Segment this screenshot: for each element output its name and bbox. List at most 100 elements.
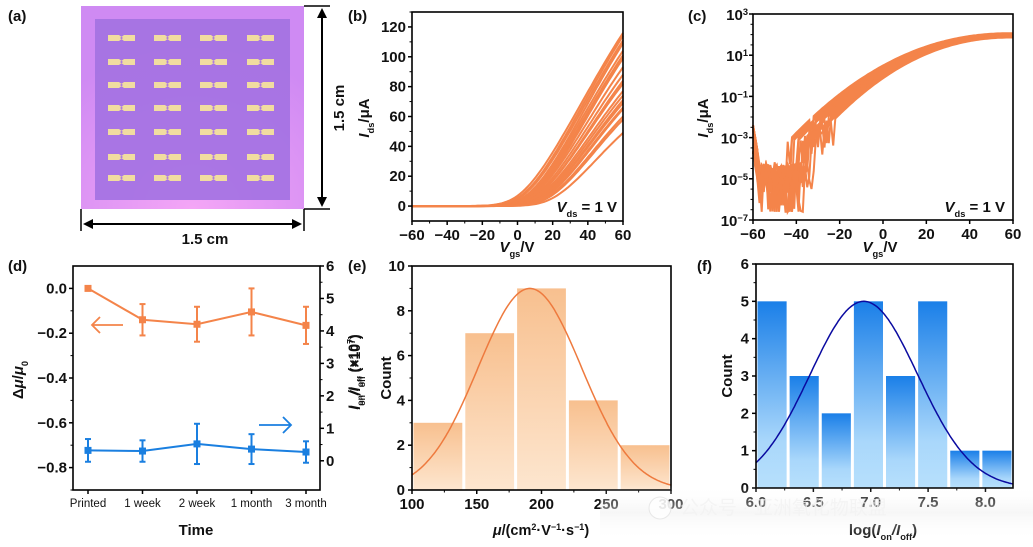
electrode-pair: [108, 129, 135, 135]
histogram-bar: [568, 400, 618, 490]
right-y-tick-label: 3: [326, 355, 334, 372]
electrode-pair: [154, 154, 181, 160]
histogram-bar: [821, 413, 851, 488]
electrode-pair: [200, 35, 227, 41]
data-point: [302, 448, 310, 456]
overlapping-right-axis-label-part: (×10: [347, 344, 363, 377]
y-tick-label-part: −5: [737, 172, 748, 182]
y-axis-label-part: /μA: [356, 98, 373, 122]
transfer-curve: [412, 32, 624, 208]
panel-c-transfer-log: −60 −40 −20 0 20 40 6010310110−110−310−510−7(c…: [688, 7, 1021, 259]
y-tick-label: 8: [397, 303, 405, 320]
overlapping-right-axis-label: Ion/Ioff (×107): [347, 334, 367, 409]
electrode-pair: [154, 105, 181, 111]
right-y-axis-label-part: I: [345, 405, 361, 410]
y-tick-label: 10−1: [721, 89, 748, 106]
y-tick-label: 10: [388, 258, 405, 275]
x-tick-label: −40: [434, 227, 459, 244]
electrode-pair: [154, 82, 181, 88]
electrode-pair: [247, 154, 274, 160]
histogram-bar: [413, 422, 463, 490]
arrow-right-icon: [259, 416, 293, 434]
bars: [413, 288, 670, 490]
y-tick-label-part: 10: [726, 7, 743, 24]
data-point: [139, 316, 146, 324]
x-tick-label: −60: [399, 227, 424, 244]
electrode-pair: [200, 59, 227, 65]
x-axis-label-part: /(cm: [502, 523, 532, 539]
arrowhead-down-icon: [317, 197, 327, 207]
x-tick-label: 150: [464, 496, 489, 513]
left-y-axis-label-part: 0: [20, 361, 30, 366]
electrode-pair: [200, 105, 227, 111]
y-axis-label: Count: [719, 354, 736, 397]
electrode-pair: [108, 82, 135, 88]
data-point: [193, 440, 201, 448]
y-tick-label: 80: [389, 79, 406, 96]
y-tick-label: 0: [397, 482, 405, 499]
y-tick-label: 60: [389, 109, 406, 126]
histogram-bar: [465, 333, 515, 490]
transfer-curve: [412, 54, 624, 208]
x-axis-label-part: gs: [509, 249, 520, 259]
electrode-pair: [247, 175, 274, 181]
y-tick-label: 0: [398, 198, 406, 215]
y-tick-label: 20: [389, 168, 406, 185]
transfer-curve: [412, 94, 624, 208]
width-label: 1.5 cm: [182, 231, 229, 248]
data-point: [139, 447, 146, 455]
x-tick-label: 1 week: [124, 498, 161, 510]
electrode-pair: [200, 175, 227, 181]
x-axis-label-part: 2: [531, 522, 536, 532]
series-left: [84, 284, 310, 345]
left-y-axis-label: Δμ/μ0: [10, 361, 30, 399]
right-y-tick-label: 4: [326, 323, 335, 340]
panel-label-d: (d): [8, 258, 27, 275]
vds-annotation-part: ds: [567, 209, 578, 219]
electrode-pair: [247, 59, 274, 65]
curves: [412, 32, 624, 208]
left-y-axis-label-part: /: [10, 374, 27, 379]
data-point: [84, 446, 92, 454]
x-tick-label: Printed: [70, 498, 106, 510]
panel-a: (a) 1.5 cm 1.5 cm: [8, 5, 348, 248]
x-axis-label-part: V: [862, 239, 874, 256]
histogram-bar: [517, 288, 566, 490]
y-axis-label: Count: [378, 356, 395, 399]
y-tick-label-part: 10: [721, 172, 738, 189]
arrow-left-icon: [90, 316, 123, 334]
y-tick-label-part: 10: [726, 48, 743, 65]
right-y-tick-label: 6: [326, 258, 334, 275]
left-y-axis-label-part: Δ: [10, 388, 27, 399]
histogram-bar: [918, 301, 948, 488]
electrode-pair: [200, 154, 227, 160]
y-tick-label: 10−7: [721, 213, 748, 230]
y-tick-label: 103: [726, 7, 748, 24]
y-tick-label: 6: [741, 256, 749, 273]
watermark-band: [600, 485, 1033, 540]
x-tick-label: −60: [740, 226, 765, 243]
watermark-logo-icon: [648, 496, 672, 520]
overlapping-right-axis-label-part: ): [347, 334, 363, 339]
electrode-pair: [247, 35, 274, 41]
y-axis-label-part: I: [356, 133, 373, 138]
y-tick-label: 4: [741, 331, 750, 348]
transfer-curve: [412, 108, 624, 208]
curves: [752, 32, 1014, 216]
y-axis-label: Ids/μA: [356, 98, 376, 137]
x-axis-label-part: μ: [492, 523, 502, 539]
left-y-axis-label-part: μ: [10, 379, 27, 389]
right-y-axis-label-part: (×10: [345, 344, 361, 377]
x-tick-label: 20: [544, 227, 561, 244]
x-tick-label: −40: [784, 226, 809, 243]
height-label: 1.5 cm: [331, 85, 348, 132]
left-y-axis-label-part: μ: [10, 366, 27, 376]
histogram-bar: [789, 376, 819, 488]
vds-annotation-part: = 1 V: [965, 199, 1005, 216]
y-tick-label-part: −7: [737, 213, 748, 223]
left-y-tick-label: 0.0: [46, 280, 67, 297]
x-axis-label-part: ·s: [561, 523, 574, 539]
y-axis-label-part: /μA: [695, 98, 712, 122]
histogram-bar: [620, 445, 670, 490]
histogram-bar: [853, 301, 883, 488]
